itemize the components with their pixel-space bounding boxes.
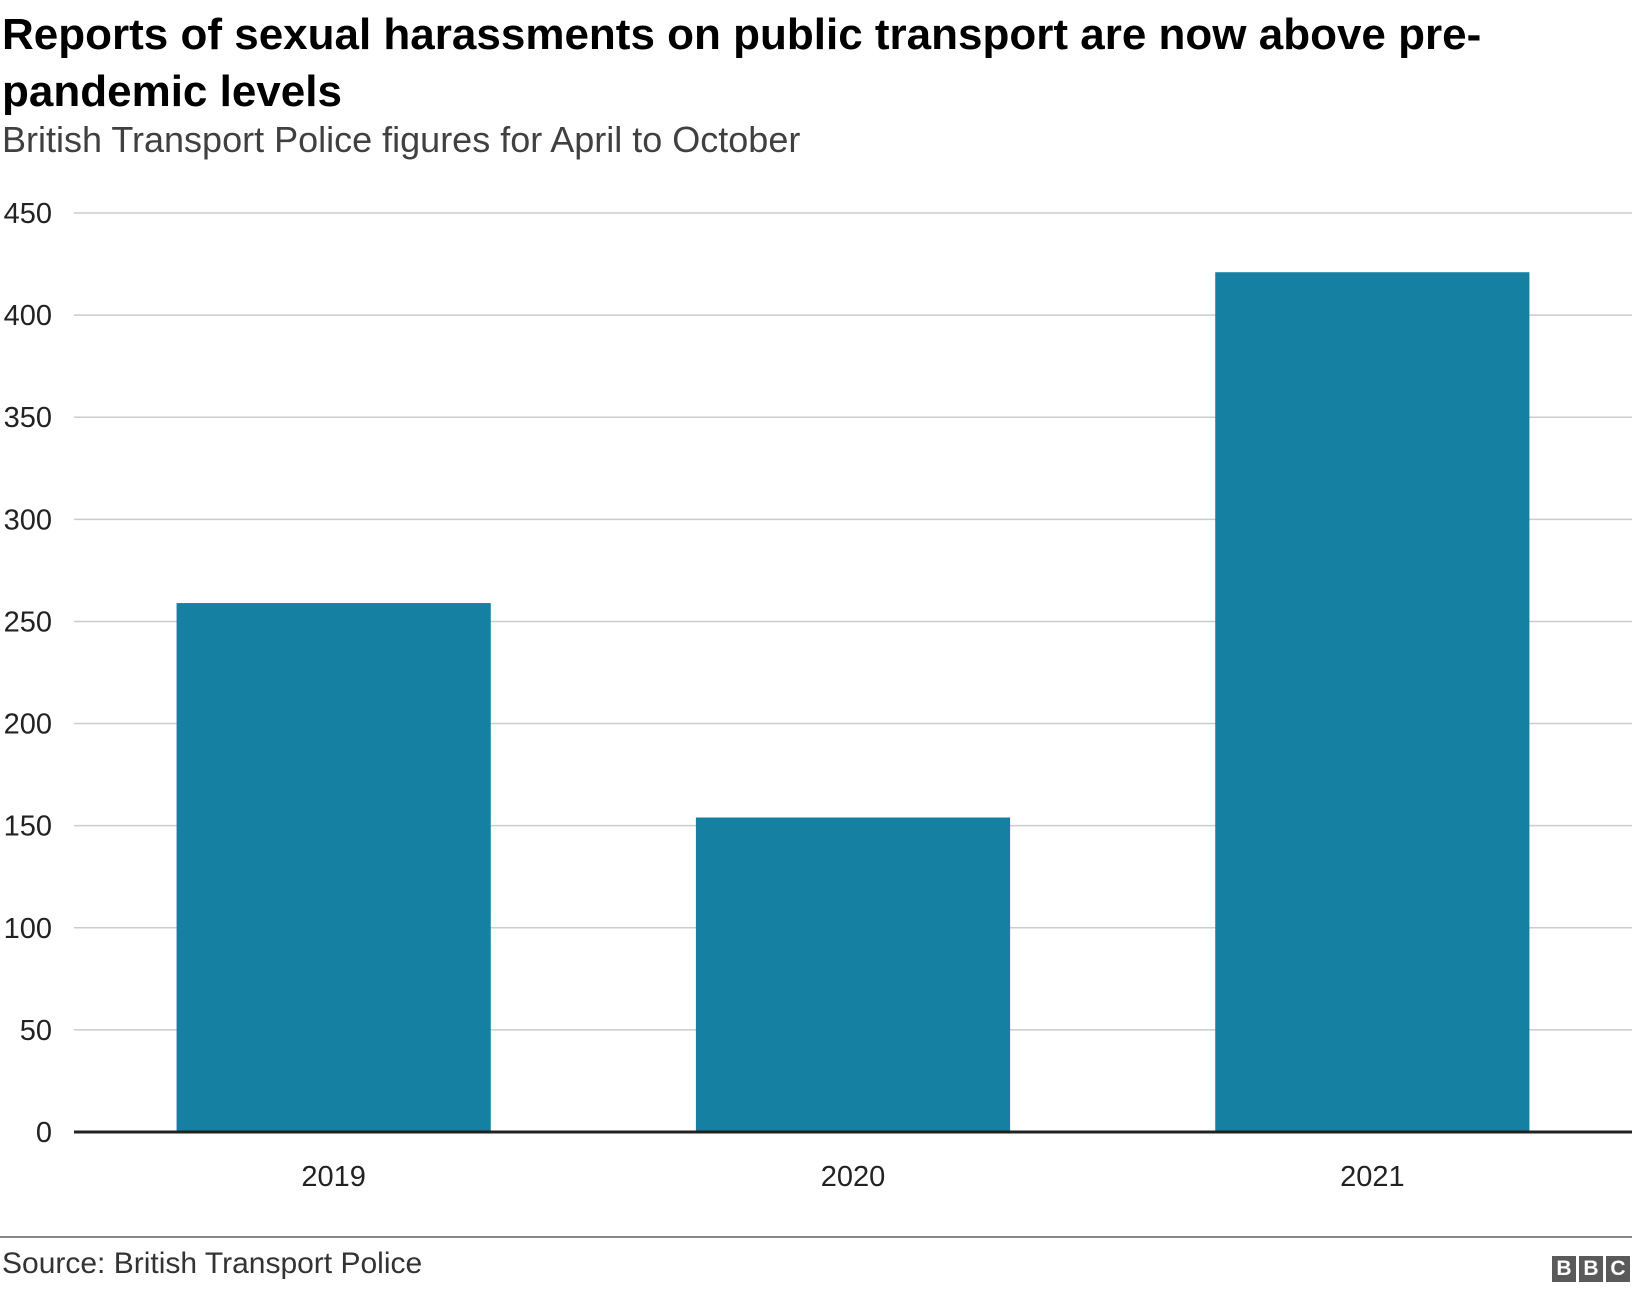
source-note: Source: British Transport Police xyxy=(2,1247,423,1280)
bbc-logo-letter: B xyxy=(1552,1256,1576,1282)
bbc-logo-letter: C xyxy=(1606,1256,1630,1282)
bar-2019 xyxy=(176,603,491,1132)
bars xyxy=(176,272,1530,1132)
x-tick-label: 2021 xyxy=(1340,1161,1405,1193)
y-tick-label: 250 xyxy=(4,606,52,638)
y-tick-label: 150 xyxy=(4,811,52,843)
y-tick-label: 50 xyxy=(20,1015,52,1047)
bbc-logo-letter: B xyxy=(1579,1256,1603,1282)
footer-divider xyxy=(0,1236,1632,1238)
y-tick-label: 350 xyxy=(4,402,52,434)
y-tick-label: 0 xyxy=(36,1117,52,1149)
y-tick-label: 200 xyxy=(4,709,52,741)
y-tick-label: 300 xyxy=(4,504,52,536)
x-axis-ticks: 2019 2020 2021 xyxy=(301,1161,1404,1193)
chart-subtitle: British Transport Police figures for Apr… xyxy=(2,119,801,160)
bar-2020 xyxy=(695,817,1011,1132)
y-axis-ticks: 0 50 100 150 200 250 300 350 400 450 xyxy=(4,198,52,1149)
y-tick-label: 100 xyxy=(4,913,52,945)
y-tick-label: 450 xyxy=(4,198,52,230)
y-tick-label: 400 xyxy=(4,300,52,332)
x-tick-label: 2020 xyxy=(821,1161,886,1193)
bar-chart: 0 50 100 150 200 250 300 350 400 450 2019 2020 2021 xyxy=(4,198,1632,1193)
x-tick-label: 2019 xyxy=(301,1161,366,1193)
chart-title: Reports of sexual harassments on public … xyxy=(2,10,1482,116)
bar-2021 xyxy=(1215,272,1530,1132)
bbc-logo: B B C xyxy=(1552,1256,1630,1282)
